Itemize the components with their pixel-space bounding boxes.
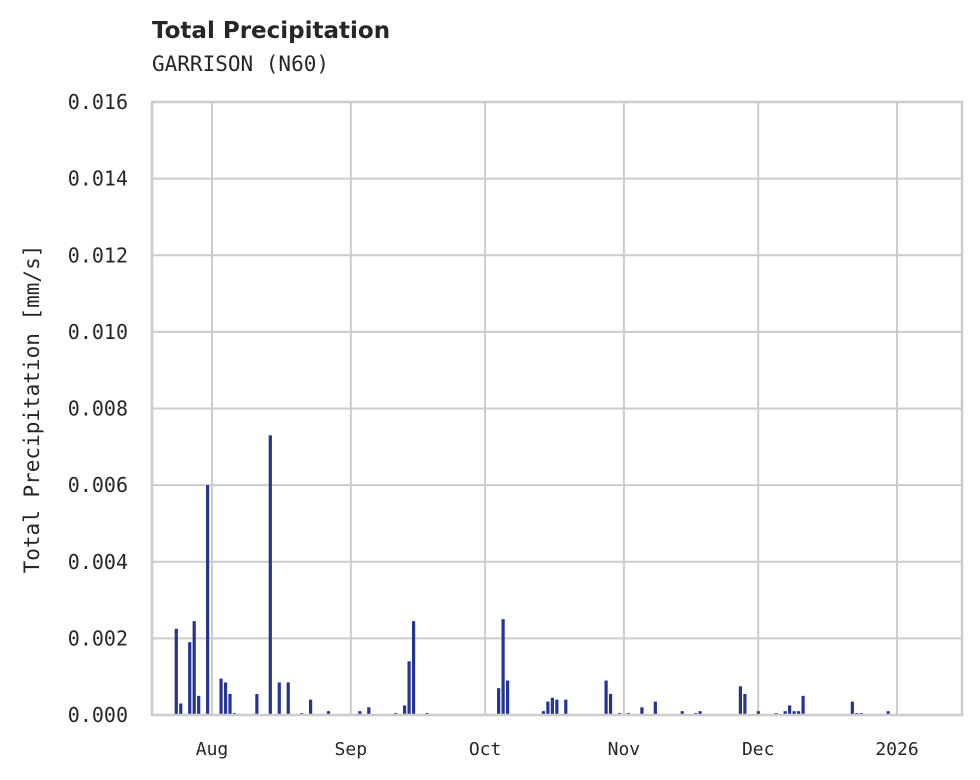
precipitation-bar bbox=[788, 705, 792, 715]
x-axis-ticks: Aug Sep Oct Nov Dec 2026 bbox=[196, 739, 919, 760]
precipitation-bar bbox=[550, 697, 554, 715]
precipitation-bar bbox=[608, 693, 613, 715]
precipitation-bar bbox=[541, 711, 546, 715]
precipitation-bar bbox=[756, 711, 760, 715]
y-tick-label: 0.008 bbox=[68, 397, 128, 421]
precipitation-bar bbox=[555, 699, 559, 715]
precipitation-bar bbox=[268, 435, 272, 715]
precipitation-bar bbox=[197, 695, 201, 715]
precipitation-bar bbox=[411, 621, 416, 715]
precipitation-bar bbox=[326, 711, 331, 715]
precipitation-bar bbox=[223, 682, 228, 715]
y-axis-ticks: 0.000 0.002 0.004 0.006 0.008 0.010 0.012 0.014… bbox=[68, 90, 128, 727]
precipitation-bar bbox=[505, 680, 510, 715]
precipitation-bar bbox=[640, 707, 644, 715]
precipitation-bar bbox=[228, 693, 232, 715]
chart-subtitle: GARRISON (N60) bbox=[152, 52, 330, 76]
grid-lines bbox=[152, 101, 962, 716]
precipitation-bar bbox=[277, 682, 281, 715]
precipitation-bar bbox=[604, 680, 608, 715]
y-tick-label: 0.010 bbox=[68, 320, 128, 344]
plot-frame bbox=[150, 100, 964, 717]
precipitation-bar bbox=[546, 701, 550, 715]
precipitation-bar bbox=[797, 711, 801, 715]
x-tick-label: Sep bbox=[335, 739, 368, 760]
y-tick-label: 0.014 bbox=[68, 167, 128, 191]
x-tick-label: Dec bbox=[742, 739, 775, 760]
y-tick-label: 0.016 bbox=[68, 90, 128, 114]
precipitation-bar bbox=[367, 707, 371, 715]
precipitation-bar bbox=[653, 701, 657, 715]
precipitation-bar bbox=[698, 711, 702, 715]
y-tick-label: 0.012 bbox=[68, 243, 128, 267]
precipitation-bar bbox=[850, 701, 854, 715]
y-tick-label: 0.002 bbox=[68, 626, 128, 650]
x-tick-label: 2026 bbox=[875, 739, 918, 760]
precipitation-bar bbox=[403, 705, 407, 715]
y-tick-label: 0.006 bbox=[68, 473, 128, 497]
precipitation-bar bbox=[792, 711, 796, 715]
precipitation-bar bbox=[255, 693, 259, 715]
precipitation-bar bbox=[179, 703, 183, 715]
precipitation-bar bbox=[219, 678, 223, 715]
y-tick-label: 0.000 bbox=[68, 703, 128, 727]
precipitation-bar bbox=[738, 686, 743, 715]
precipitation-bar bbox=[680, 711, 684, 715]
precipitation-bar bbox=[801, 695, 805, 715]
chart-title: Total Precipitation bbox=[152, 18, 391, 44]
precipitation-bar bbox=[564, 699, 568, 715]
precipitation-bar bbox=[192, 621, 196, 715]
precipitation-bar bbox=[407, 661, 411, 715]
precipitation-bar bbox=[743, 693, 747, 715]
precipitation-bar bbox=[501, 619, 505, 715]
x-tick-label: Oct bbox=[469, 739, 502, 760]
y-tick-label: 0.004 bbox=[68, 550, 128, 574]
precipitation-bar bbox=[308, 699, 313, 715]
precipitation-bar bbox=[286, 682, 290, 715]
precipitation-bars bbox=[174, 435, 890, 715]
precipitation-bar bbox=[188, 642, 192, 715]
precipitation-bar bbox=[358, 711, 362, 715]
precipitation-bar bbox=[497, 688, 501, 715]
precipitation-bar bbox=[783, 711, 787, 715]
x-tick-label: Nov bbox=[608, 739, 641, 760]
precipitation-bar bbox=[174, 628, 178, 715]
precipitation-bar bbox=[886, 711, 890, 715]
x-tick-label: Aug bbox=[196, 739, 229, 760]
precipitation-bar bbox=[206, 485, 210, 715]
